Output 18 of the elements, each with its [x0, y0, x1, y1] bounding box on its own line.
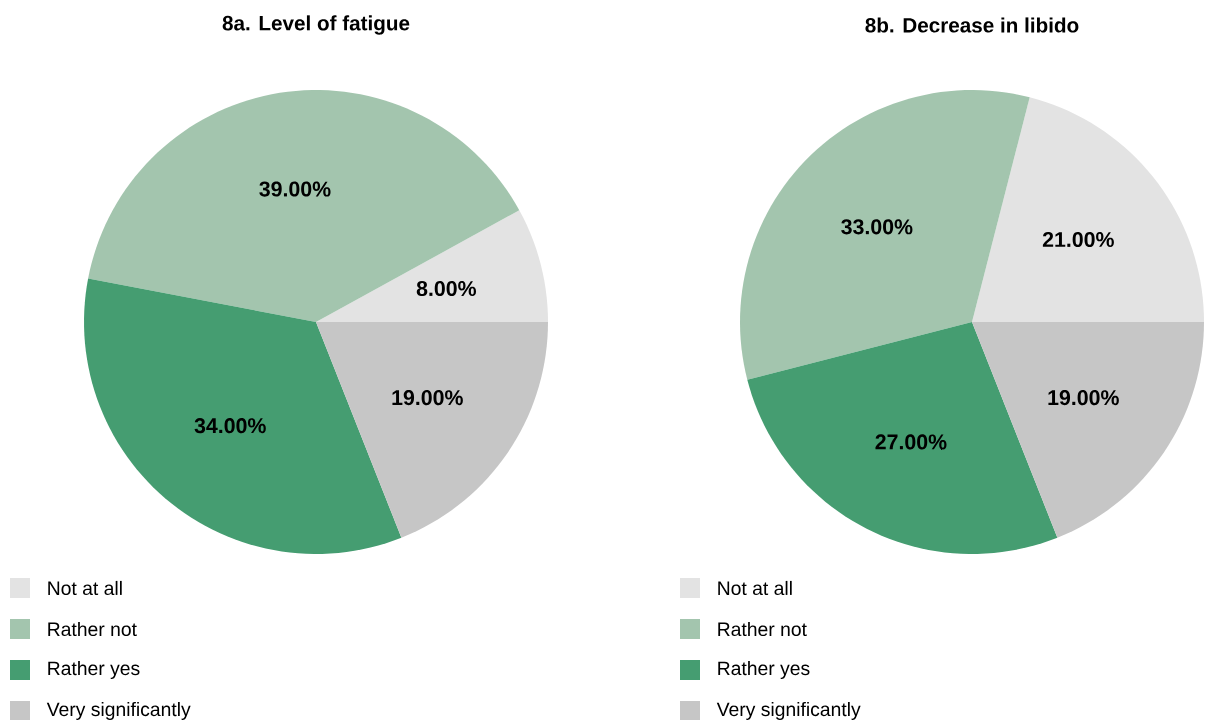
data-label: 19.00% [1048, 390, 1119, 406]
data-label: 34.00% [194, 418, 266, 434]
legend-label: Rather not [718, 621, 807, 637]
legend-label: Not at all [48, 580, 122, 596]
data-label: 19.00% [392, 390, 463, 406]
chart-title: 8b. Decrease in libido [865, 17, 1079, 33]
data-label: 8.00% [416, 281, 477, 297]
data-label: 33.00% [841, 219, 913, 235]
chart-title: 8a. Level of fatigue [222, 15, 410, 35]
legend-label: Very significantly [46, 701, 191, 720]
data-label: 21.00% [1042, 231, 1114, 248]
legend-label: Very significantly [716, 701, 861, 720]
legend-label: Rather not [48, 621, 137, 637]
legend-label: Not at all [718, 580, 792, 596]
legend-label: Rather yes [48, 660, 140, 680]
data-label: 27.00% [875, 434, 947, 450]
data-label: 39.00% [259, 181, 331, 197]
legend-label: Rather yes [718, 660, 810, 680]
